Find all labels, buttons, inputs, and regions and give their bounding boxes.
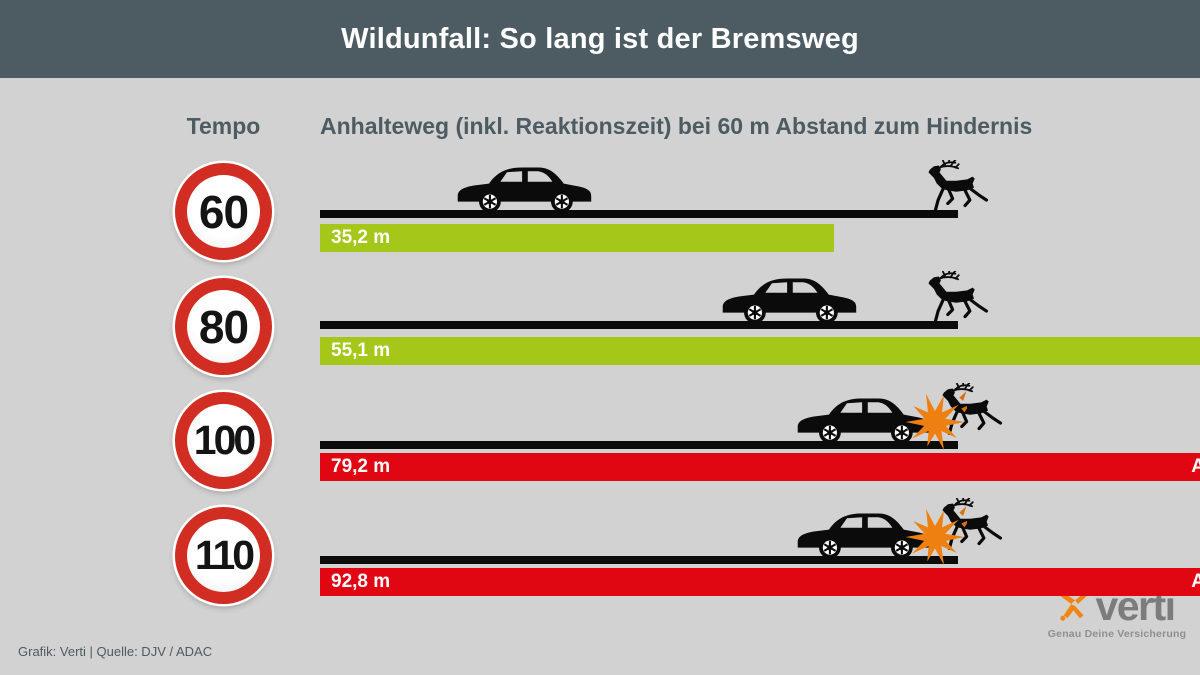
distance-label: 35,2 m	[331, 227, 391, 248]
road-line	[320, 556, 958, 564]
road-line	[320, 210, 958, 218]
speed-value: 60	[198, 185, 249, 238]
road-line	[320, 441, 958, 449]
speed-limit-sign-60: 60	[175, 163, 272, 260]
source-credit: Grafik: Verti | Quelle: DJV / ADAC	[18, 644, 213, 659]
distance-label: 92,8 m	[331, 571, 391, 592]
distance-label: 79,2 m	[331, 456, 391, 477]
road-line	[320, 321, 958, 329]
distance-column-header: Anhalteweg (inkl. Reaktionszeit) bei 60 …	[320, 113, 1033, 139]
collision-starburst-icon	[903, 503, 967, 571]
speed-value: 100	[193, 417, 256, 463]
car-icon	[453, 158, 595, 213]
impact-speed-label: Aufprallgeschwindigkeit: 79,8 km/h	[1191, 571, 1200, 592]
collision-starburst-icon	[903, 388, 967, 456]
speed-limit-sign-110: 110	[175, 507, 272, 604]
distance-bar: 79,2 m Aufprallgeschwindigkeit: 61,1 km/…	[320, 453, 1200, 481]
tempo-column-header: Tempo	[186, 113, 261, 139]
speed-value: 80	[198, 300, 249, 353]
speed-limit-sign-80: 80	[175, 278, 272, 375]
verti-tagline: Genau Deine Versicherung	[1047, 628, 1187, 640]
deer-icon	[916, 271, 992, 329]
speed-limit-sign-100: 100	[175, 392, 272, 489]
distance-label: 55,1 m	[331, 340, 391, 361]
speed-value: 110	[194, 532, 255, 578]
distance-bar: 35,2 m	[320, 224, 834, 252]
deer-icon	[916, 160, 992, 218]
title-bar: Wildunfall: So lang ist der Bremsweg	[0, 0, 1200, 78]
distance-bar: 55,1 m	[320, 337, 1200, 365]
distance-bar: 92,8 m Aufprallgeschwindigkeit: 79,8 km/…	[320, 568, 1200, 596]
page-title: Wildunfall: So lang ist der Bremsweg	[341, 22, 859, 55]
impact-speed-label: Aufprallgeschwindigkeit: 61,1 km/h	[1191, 456, 1200, 477]
car-icon	[718, 269, 860, 324]
